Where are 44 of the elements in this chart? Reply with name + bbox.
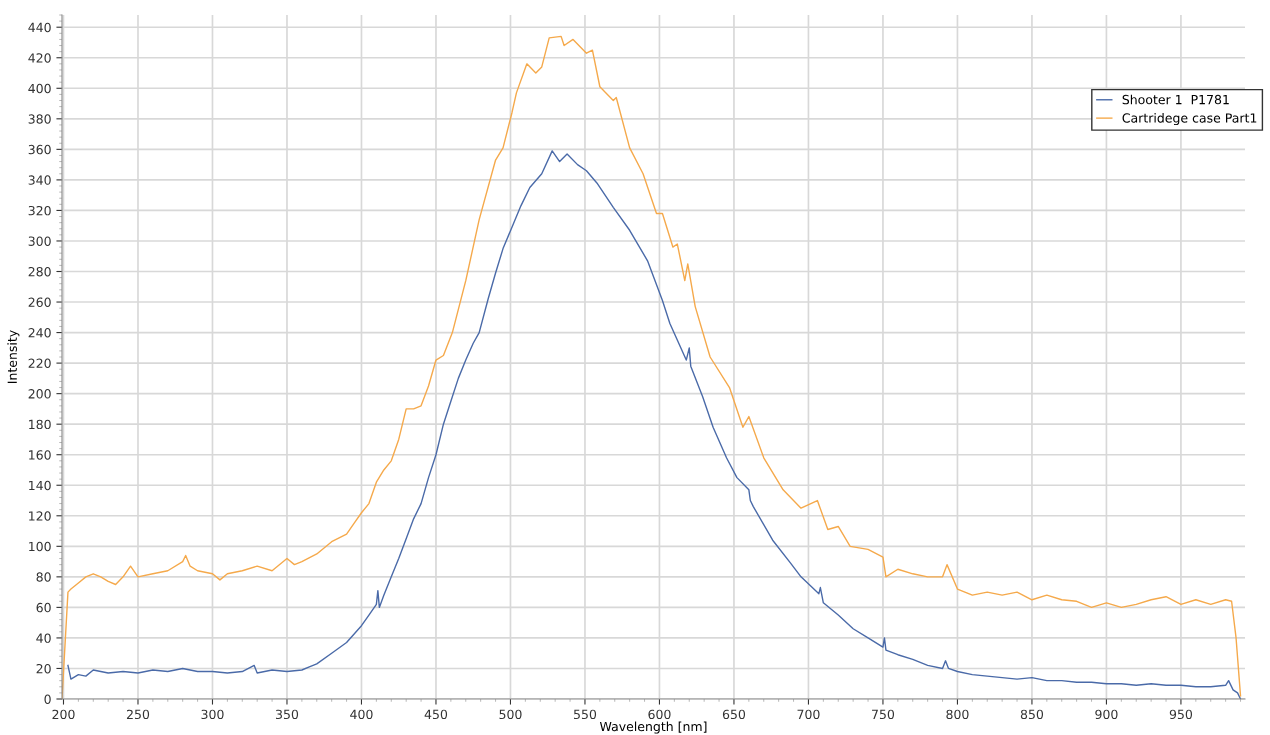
y-tick-label: 440 xyxy=(28,22,51,33)
x-tick-label: 600 xyxy=(648,709,671,720)
y-tick-label: 0 xyxy=(44,694,51,704)
y-tick-label: 300 xyxy=(28,236,51,246)
x-tick-label: 200 xyxy=(52,709,75,720)
y-tick-label: 340 xyxy=(28,175,51,185)
y-tick-label: 260 xyxy=(28,297,51,307)
legend-label: Shooter 1 P1781 xyxy=(1122,94,1229,105)
x-tick-label: 650 xyxy=(722,709,746,720)
x-tick-label: 550 xyxy=(574,709,597,720)
y-tick-label: 220 xyxy=(28,358,51,369)
x-axis-title: Wavelength [nm] xyxy=(599,721,707,734)
legend-label: Cartridege case Part1 xyxy=(1122,113,1257,126)
x-tick-label: 750 xyxy=(872,709,895,720)
y-tick-label: 180 xyxy=(29,419,51,430)
y-tick-label: 380 xyxy=(28,114,51,124)
y-tick-label: 80 xyxy=(36,572,51,582)
x-tick-label: 950 xyxy=(1169,709,1193,720)
x-tick-label: 850 xyxy=(1020,709,1044,720)
y-tick-label: 360 xyxy=(28,144,51,155)
y-tick-label: 280 xyxy=(28,266,51,277)
x-tick-label: 350 xyxy=(276,709,299,720)
x-tick-label: 800 xyxy=(946,709,969,720)
y-tick-label: 100 xyxy=(29,541,51,552)
x-tick-label: 900 xyxy=(1095,709,1118,720)
y-tick-label: 40 xyxy=(36,633,51,643)
y-tick-label: 160 xyxy=(29,450,51,460)
y-tick-label: 20 xyxy=(36,663,51,674)
y-tick-label: 60 xyxy=(36,602,51,613)
y-tick-label: 400 xyxy=(28,83,51,94)
y-tick-label: 140 xyxy=(29,480,51,491)
y-tick-label: 120 xyxy=(29,511,51,521)
line-series xyxy=(67,150,1242,699)
y-tick-label: 240 xyxy=(28,328,51,338)
x-tick-label: 250 xyxy=(126,709,150,720)
x-tick-label: 450 xyxy=(424,709,448,720)
x-tick-label: 400 xyxy=(350,709,373,720)
y-tick-label: 420 xyxy=(28,53,51,63)
y-tick-label: 200 xyxy=(28,389,51,399)
y-tick-label: 320 xyxy=(28,205,51,216)
x-tick-label: 500 xyxy=(499,709,522,720)
x-tick-label: 300 xyxy=(201,709,224,720)
x-tick-label: 700 xyxy=(797,709,820,720)
y-axis-title: Intensity xyxy=(7,330,20,383)
